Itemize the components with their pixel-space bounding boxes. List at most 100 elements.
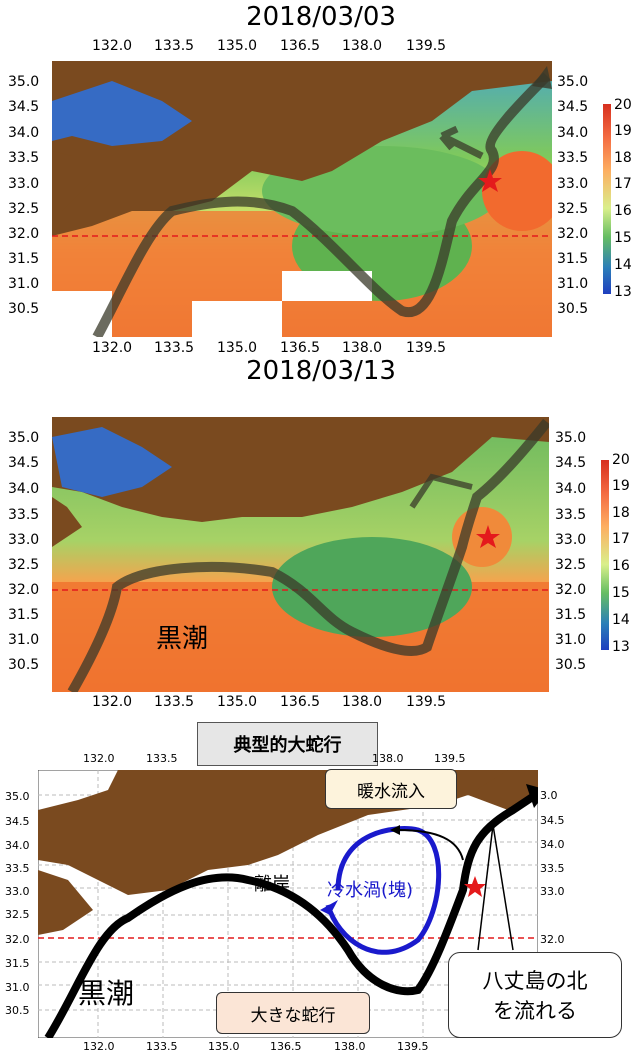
- tick-label: 30.5: [557, 301, 589, 317]
- tick-label: 138.0: [342, 38, 383, 54]
- tick-label: 34.0: [8, 481, 40, 497]
- tick-label: 30.5: [8, 657, 40, 673]
- tick-label: 18: [614, 150, 632, 166]
- tick-label: 34.0: [555, 481, 587, 497]
- tick-label: 32.5: [8, 557, 40, 573]
- tick-label: 33.5: [555, 507, 587, 523]
- tick-label: 34.0: [8, 125, 40, 141]
- panel3-kuroshio-label: 黒潮: [78, 977, 135, 1010]
- panel2-title: 2018/03/13: [246, 356, 396, 386]
- tick-label: 35.0: [557, 74, 589, 90]
- tick-label: 34.5: [5, 815, 30, 828]
- hachijo-callout-line1: 八丈島の北: [482, 969, 588, 993]
- tick-label: 35.0: [555, 430, 587, 446]
- tick-label: 34.5: [540, 814, 565, 827]
- tick-label: 32.0: [8, 226, 40, 242]
- tick-label: 20: [614, 97, 632, 113]
- tick-label: 133.5: [154, 694, 195, 710]
- tick-label: 20: [612, 452, 630, 468]
- tick-label: 139.5: [434, 752, 466, 765]
- tick-label: 136.5: [280, 38, 321, 54]
- tick-label: 31.0: [8, 276, 40, 292]
- tick-label: 139.5: [397, 1040, 429, 1053]
- tick-label: 34.0: [5, 839, 30, 852]
- tick-label: 33.5: [557, 150, 589, 166]
- tick-label: 35.0: [8, 430, 40, 446]
- tick-label: 30.5: [5, 1004, 30, 1017]
- tick-label: 34.5: [8, 455, 40, 471]
- tick-label: 14: [612, 612, 630, 628]
- tick-label: 34.0: [540, 838, 565, 851]
- tick-label: 133.5: [146, 1040, 178, 1053]
- tick-label: 33.0: [8, 176, 40, 192]
- tick-label: 30.5: [8, 301, 40, 317]
- tick-label: 31.5: [557, 251, 589, 267]
- tick-label: 136.5: [270, 1040, 302, 1053]
- tick-label: 31.5: [5, 957, 30, 970]
- warm-inflow-callout: 暖水流入: [325, 769, 457, 809]
- tick-label: 33.0: [557, 176, 589, 192]
- cold-eddy-label: 冷水渦(塊): [327, 880, 414, 901]
- tick-label: 136.5: [280, 694, 321, 710]
- kuroshio-arrow-head: [526, 784, 538, 808]
- hachijo-star: [476, 525, 500, 548]
- tick-label: 15: [612, 585, 630, 601]
- tick-label: 132.0: [92, 694, 133, 710]
- tick-label: 135.0: [217, 38, 258, 54]
- tick-label: 135.0: [208, 1040, 240, 1053]
- tick-label: 133.5: [154, 340, 195, 356]
- tick-label: 13: [612, 639, 630, 655]
- tick-label: 32.0: [557, 226, 589, 242]
- tick-label: 33.5: [540, 862, 565, 875]
- tick-label: 16: [612, 558, 630, 574]
- tick-label: 32.5: [557, 201, 589, 217]
- panel1-sst-map: [52, 61, 552, 337]
- tick-label: 33.0: [555, 532, 587, 548]
- tick-label: 32.0: [5, 933, 30, 946]
- tick-label: 132.0: [92, 38, 133, 54]
- tick-label: 32.5: [555, 557, 587, 573]
- tick-label: 32.0: [555, 582, 587, 598]
- tick-label: 31.0: [555, 632, 587, 648]
- tick-label: 33.5: [5, 862, 30, 875]
- tick-label: 139.5: [406, 694, 447, 710]
- tick-label: 132.0: [83, 752, 115, 765]
- warm-inflow-arrow-head: [390, 825, 400, 835]
- tick-label: 31.0: [557, 276, 589, 292]
- tick-label: 31.5: [8, 607, 40, 623]
- tick-label: 32.5: [8, 201, 40, 217]
- tick-label: 30.5: [555, 657, 587, 673]
- tick-label: 138.0: [342, 340, 383, 356]
- hachijo-callout-line2: を流れる: [493, 999, 577, 1023]
- panel1-colorbar: [603, 104, 611, 294]
- tick-label: 135.0: [217, 340, 258, 356]
- tick-label: 35.0: [5, 790, 30, 803]
- tick-label: 19: [614, 123, 632, 139]
- panel2-kuroshio-label: 黒潮: [156, 624, 209, 654]
- tick-label: 32.5: [5, 908, 30, 921]
- panel2-colorbar: [601, 460, 609, 650]
- tick-label: 32.0: [540, 933, 565, 946]
- tick-label: 33.5: [8, 507, 40, 523]
- tick-label: 19: [612, 478, 630, 494]
- tick-label: 31.5: [8, 251, 40, 267]
- tick-label: 34.5: [8, 99, 40, 115]
- panel2-sst-map: [52, 417, 549, 692]
- offshore-label: 離岸: [254, 874, 290, 895]
- tick-label: 33.5: [8, 150, 40, 166]
- tick-label: 18: [612, 505, 630, 521]
- tick-label: 33.0: [5, 885, 30, 898]
- tick-label: 139.5: [406, 38, 447, 54]
- tick-label: 133.5: [146, 752, 178, 765]
- tick-label: 33.0: [540, 885, 565, 898]
- panel3-header: 典型的大蛇行: [197, 722, 378, 766]
- tick-label: 35.0: [8, 74, 40, 90]
- tick-label: 34.5: [555, 455, 587, 471]
- tick-label: 31.5: [555, 607, 587, 623]
- tick-label: 138.0: [334, 1040, 366, 1053]
- big-meander-callout: 大きな蛇行: [216, 992, 370, 1034]
- tick-label: 13: [614, 284, 632, 300]
- tick-label: 16: [614, 203, 632, 219]
- tick-label: 15: [614, 230, 632, 246]
- hachijo-star: [478, 169, 502, 192]
